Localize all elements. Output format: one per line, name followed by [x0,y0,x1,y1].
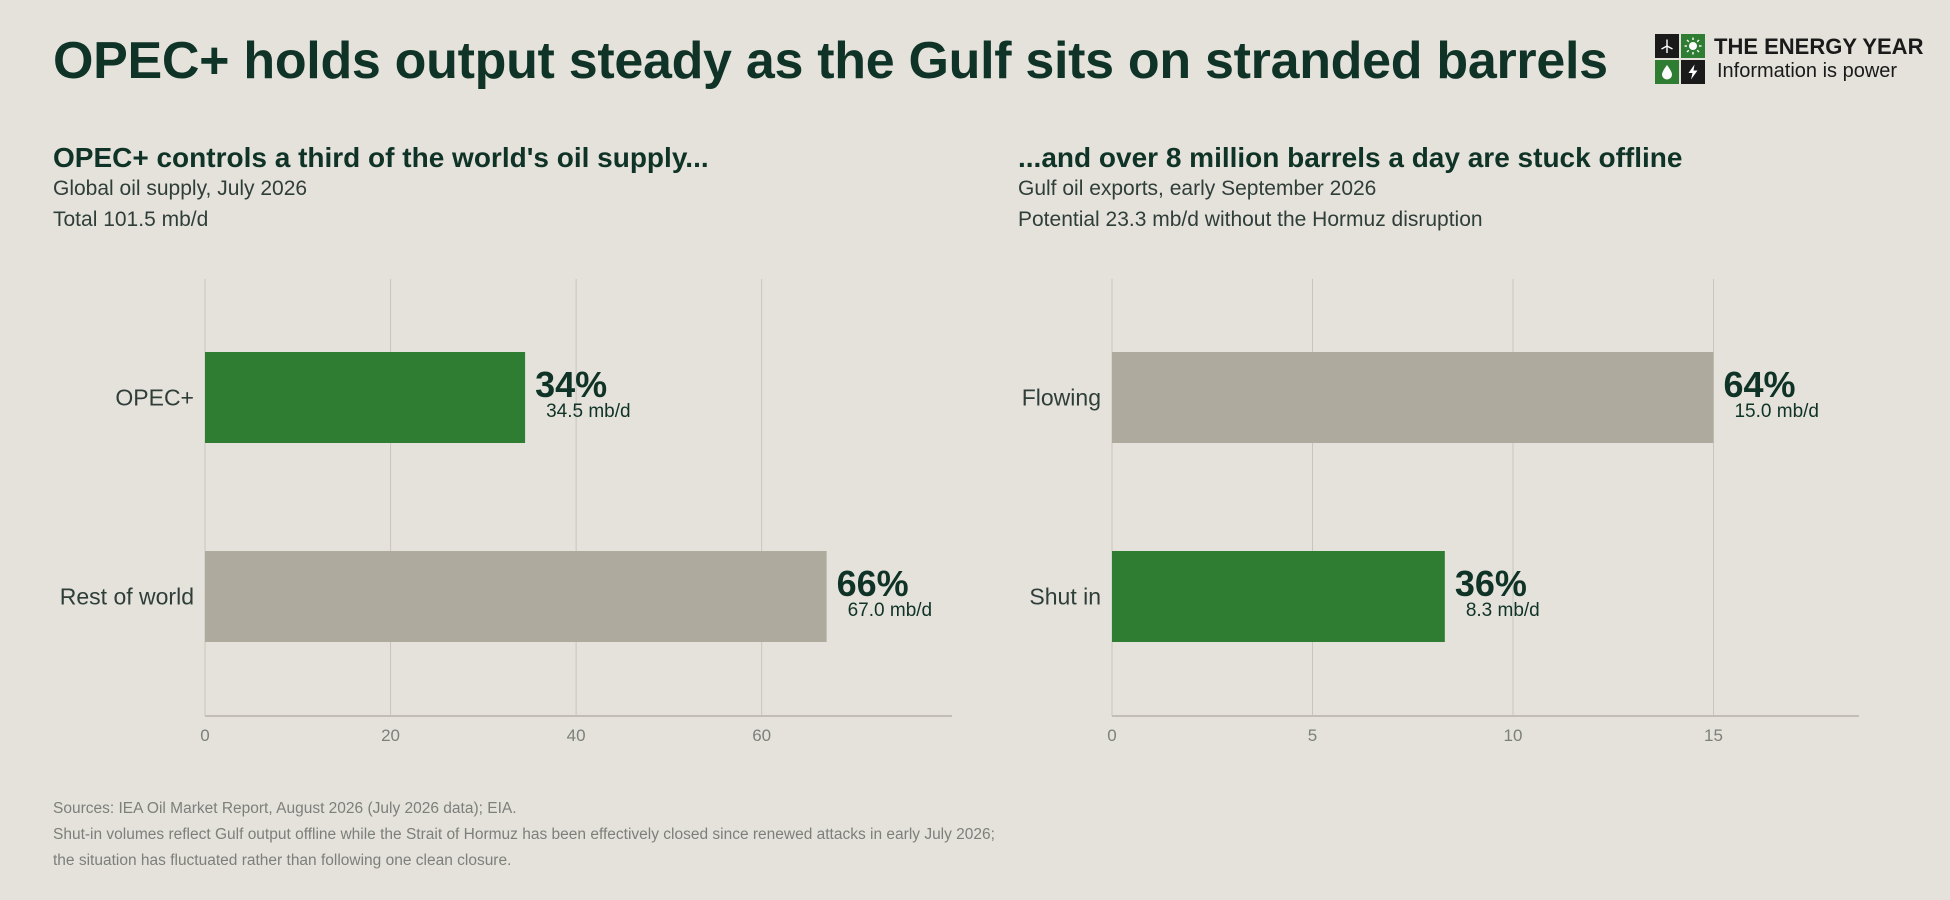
right-panel-title: ...and over 8 million barrels a day are … [1018,142,1683,173]
category-label: OPEC+ [115,385,194,411]
sources-note: Sources: IEA Oil Market Report, August 2… [53,800,517,817]
percent-label: 36% [1455,563,1527,604]
page-title: OPEC+ holds output steady as the Gulf si… [53,32,1608,90]
left-panel-subtitle: Global oil supply, July 2026 [53,177,308,200]
x-tick-label: 10 [1504,726,1523,745]
x-tick-label: 15 [1704,726,1723,745]
bar [205,551,827,642]
x-tick-label: 0 [200,726,209,745]
left-panel-total: Total 101.5 mb/d [53,208,209,231]
right-panel-subtitle: Gulf oil exports, early September 2026 [1018,177,1377,200]
left-bar-chart: 0 20 40 60 OPEC+ 34%34.5 mb/d Rest of world 66%… [60,279,952,745]
percent-label: 64% [1723,364,1795,405]
x-tick-label: 20 [381,726,400,745]
value-label: 34.5 mb/d [546,401,631,422]
right-bar-chart: 0 5 10 15 Flowing 64%15.0 mb/d Shut in 36%8.3 m… [1022,279,1859,745]
sun-icon [1681,34,1705,58]
oil-drop-icon [1655,60,1679,84]
x-tick-label: 0 [1107,726,1116,745]
bar [205,352,526,443]
percent-label: 66% [837,563,909,604]
brand-icon-grid [1655,34,1705,84]
bar [1112,352,1714,443]
percent-label: 34% [535,364,607,405]
category-label: Rest of world [60,584,194,610]
category-label: Shut in [1029,584,1101,610]
brand-tagline: Information is power [1717,60,1898,82]
bar [1112,551,1445,642]
methodology-note: Shut-in volumes reflect Gulf output offl… [53,826,995,843]
footer-notes: Sources: IEA Oil Market Report, August 2… [53,796,995,874]
category-label: Flowing [1022,385,1101,411]
x-tick-label: 60 [752,726,771,745]
x-tick-label: 5 [1308,726,1317,745]
value-label: 15.0 mb/d [1734,401,1819,422]
brand-logo: THE ENERGY YEAR Information is power [1655,34,1923,84]
wind-turbine-icon [1655,34,1679,58]
brand-name: THE ENERGY YEAR [1714,34,1924,59]
value-label: 67.0 mb/d [848,600,933,621]
methodology-note-continued: the situation has fluctuated rather than… [53,852,512,869]
lightning-bolt-icon [1681,60,1705,84]
x-tick-label: 40 [567,726,586,745]
right-panel-potential: Potential 23.3 mb/d without the Hormuz d… [1018,208,1483,231]
value-label: 8.3 mb/d [1466,600,1540,621]
left-panel-title: OPEC+ controls a third of the world's oi… [53,142,709,173]
